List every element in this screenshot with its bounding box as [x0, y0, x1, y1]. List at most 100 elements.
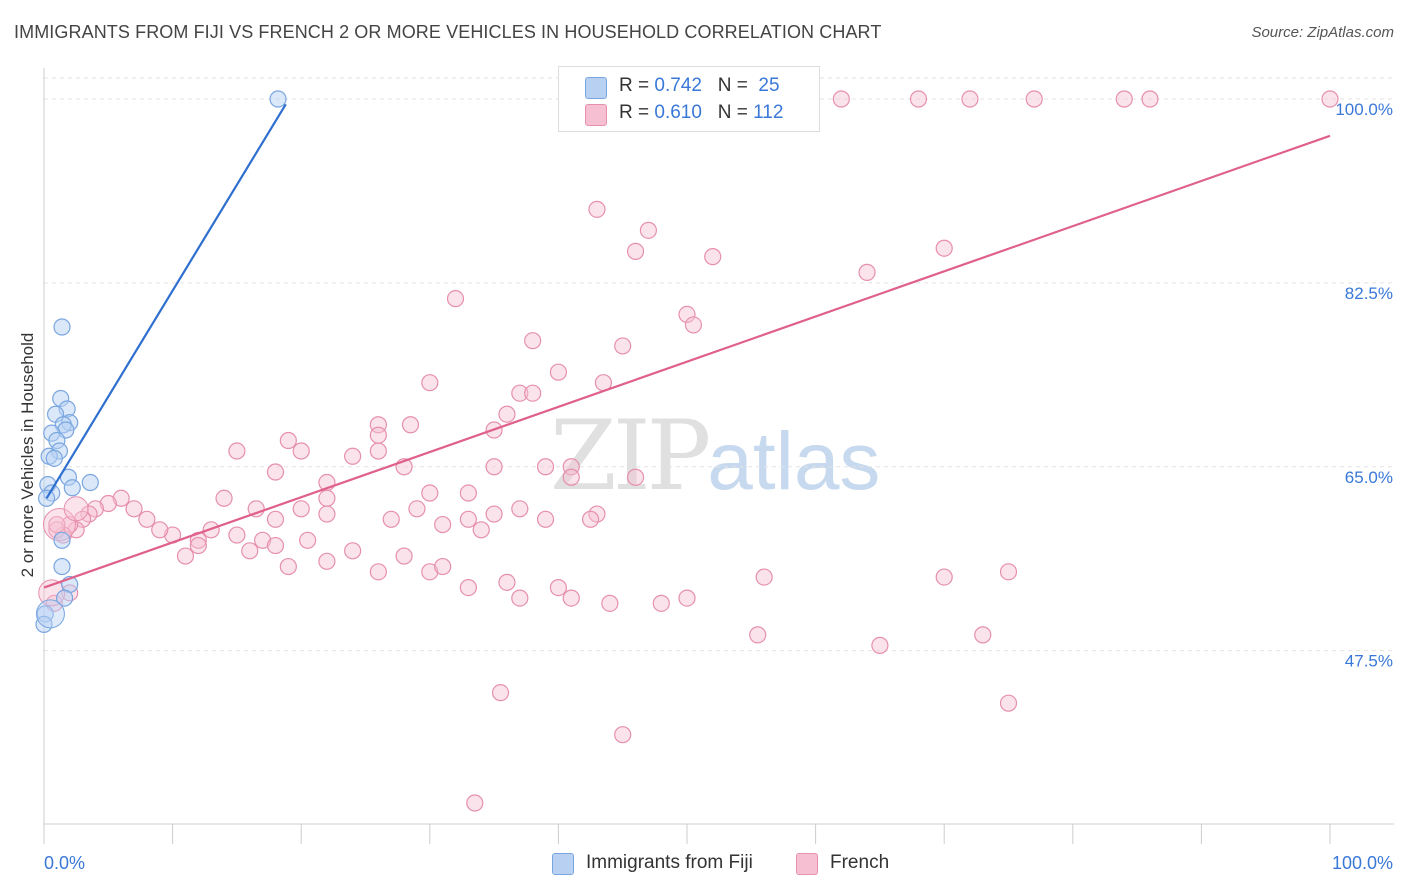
french-point: [832, 90, 850, 108]
french-point: [581, 510, 600, 528]
french-point: [485, 458, 503, 476]
french-point: [228, 526, 246, 544]
fiji-legend-label: Immigrants from Fiji: [586, 852, 753, 873]
french-point: [434, 515, 452, 534]
french-point: [626, 242, 645, 260]
french-point: [524, 332, 542, 350]
french-point: [511, 384, 529, 402]
french-point: [266, 463, 285, 481]
x-tick-label: 100.0%: [1332, 853, 1393, 873]
french-point: [176, 547, 195, 565]
french-point: [408, 500, 426, 518]
french-point: [279, 431, 297, 450]
legend-french-text: R = 0.610 N = 112: [619, 102, 784, 123]
french-point: [1141, 90, 1159, 108]
french-point: [562, 589, 580, 607]
french-point: [626, 468, 645, 486]
french-point: [421, 484, 439, 502]
y-tick-label: 82.5%: [1345, 284, 1393, 303]
french-point: [292, 442, 310, 460]
french-swatch: [585, 104, 607, 126]
french-point: [999, 563, 1018, 581]
french-point: [466, 794, 484, 812]
french-point: [421, 374, 439, 392]
french-point: [588, 200, 606, 218]
french-point: [524, 384, 542, 402]
french-points: [38, 90, 1339, 812]
y-tick-label: 65.0%: [1345, 468, 1393, 487]
french-point: [652, 594, 670, 612]
french-point: [344, 447, 362, 465]
fiji-point: [53, 531, 71, 549]
fiji-point: [35, 615, 53, 633]
gridlines: [44, 77, 1394, 652]
french-point: [536, 458, 555, 476]
french-point: [614, 337, 632, 355]
french-point: [369, 442, 387, 460]
fiji-point: [53, 557, 71, 576]
french-legend-label: French: [830, 852, 890, 873]
french-point: [871, 636, 889, 654]
fiji-point-large: [35, 599, 65, 629]
french-point: [279, 557, 297, 576]
french-point: [151, 521, 169, 539]
french-point: [369, 563, 387, 581]
french-point: [549, 363, 568, 381]
french-point: [639, 221, 658, 239]
french-point: [382, 510, 400, 528]
french-point: [935, 568, 953, 586]
french-point: [601, 594, 619, 612]
fiji-point: [63, 479, 81, 497]
french-point-large: [63, 496, 89, 522]
french-point: [1321, 90, 1339, 108]
french-point: [614, 726, 632, 744]
french-point: [266, 510, 285, 528]
watermark-atlas: atlas: [707, 416, 881, 507]
french-point: [369, 426, 387, 444]
trend-lines: [43, 103, 1331, 589]
french-point: [344, 542, 362, 560]
french-point: [536, 510, 555, 528]
french-point: [749, 626, 767, 644]
french-point: [974, 626, 992, 644]
french-point: [434, 557, 452, 576]
french-point: [1025, 90, 1043, 108]
fiji-point: [45, 449, 63, 467]
fiji-swatch: [585, 77, 607, 99]
french-point: [498, 573, 516, 591]
french-point: [459, 510, 477, 528]
french-point: [858, 263, 876, 281]
french-point: [909, 90, 928, 108]
french-point: [472, 521, 490, 539]
french-point: [491, 684, 510, 702]
fiji-point: [55, 589, 74, 607]
legend-fiji-text: R = 0.742 N = 25: [619, 75, 780, 96]
french-point: [999, 694, 1018, 712]
watermark: ZIPatlas: [550, 400, 880, 512]
source-label: Source: ZipAtlas.com: [1251, 24, 1394, 41]
french-point: [935, 239, 953, 257]
french-point: [292, 500, 310, 518]
french-point: [421, 563, 439, 581]
fiji-legend-swatch: [552, 853, 574, 875]
watermark-zip: ZIP: [550, 400, 711, 512]
french-point: [961, 90, 979, 108]
fiji-trend-line: [45, 103, 287, 499]
french-point: [1115, 90, 1133, 108]
french-point: [241, 542, 259, 560]
french-point: [678, 589, 696, 607]
french-point: [99, 494, 117, 513]
y-tick-label: 100.0%: [1335, 100, 1393, 119]
y-axis-label: 2 or more Vehicles in Household: [18, 332, 37, 578]
french-point: [401, 416, 420, 434]
axes: [43, 68, 1394, 844]
french-legend-swatch: [796, 853, 818, 875]
french-point: [678, 305, 696, 324]
french-point: [395, 547, 413, 565]
french-point: [446, 290, 465, 308]
french-point: [125, 500, 143, 518]
french-point: [511, 589, 529, 607]
french-point: [228, 442, 246, 460]
french-point: [318, 505, 336, 523]
french-point: [459, 484, 477, 502]
